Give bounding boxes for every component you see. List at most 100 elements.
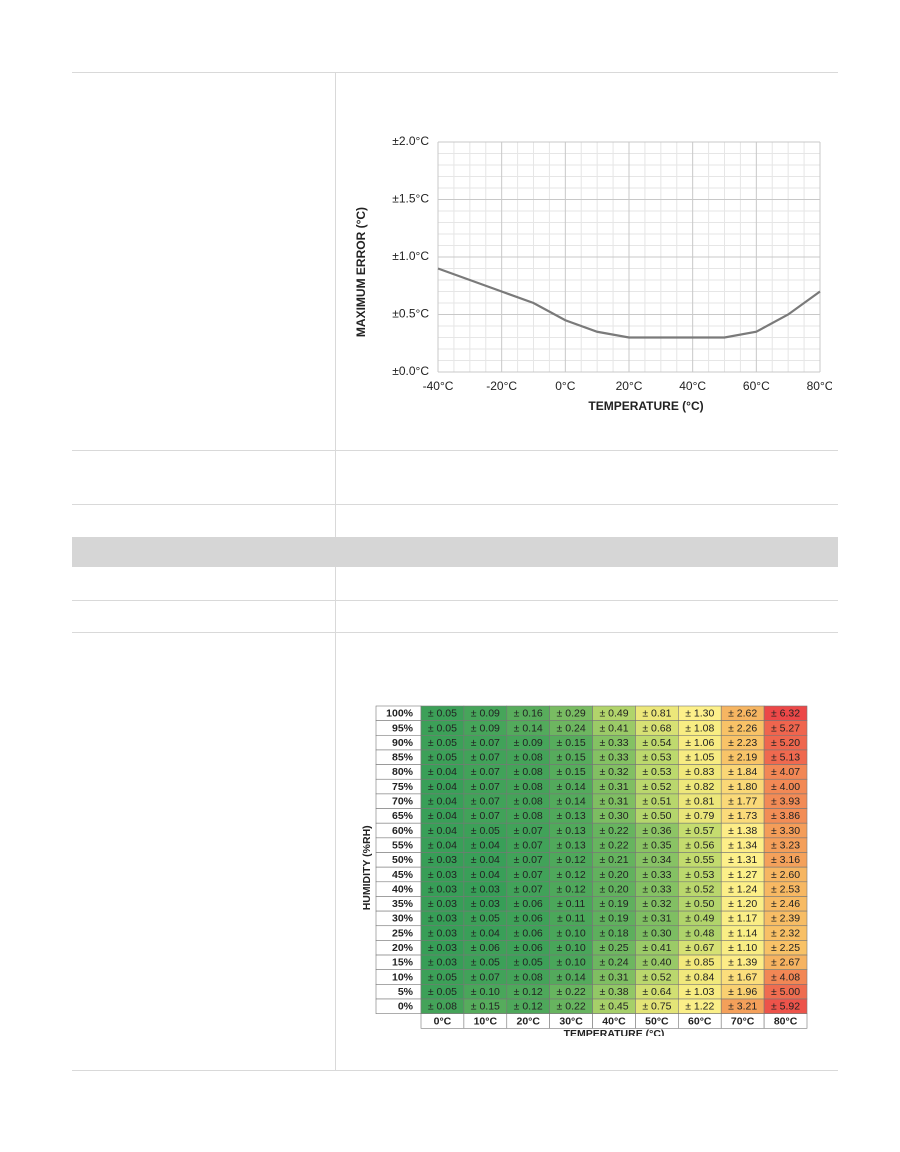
cell-label: ± 3.16 xyxy=(771,854,800,866)
cell-label: ± 0.07 xyxy=(471,796,500,808)
cell-label: ± 0.03 xyxy=(471,883,500,895)
cell-label: ± 0.08 xyxy=(514,752,543,764)
column-label: 80°C xyxy=(774,1015,798,1027)
cell-label: ± 0.05 xyxy=(471,957,500,969)
cell-label: ± 0.05 xyxy=(471,913,500,925)
cell-label: ± 0.19 xyxy=(599,898,628,910)
row-label: 20% xyxy=(392,942,414,954)
cell-label: ± 2.19 xyxy=(728,752,757,764)
cell-label: ± 0.04 xyxy=(428,825,457,837)
x-tick-label: 0°C xyxy=(555,379,575,393)
cell-label: ± 0.64 xyxy=(642,986,671,998)
cell-label: ± 2.26 xyxy=(728,722,757,734)
cell-label: ± 0.10 xyxy=(557,957,586,969)
cell-label: ± 0.05 xyxy=(428,752,457,764)
cell-label: ± 3.21 xyxy=(728,1001,757,1013)
cell-label: ± 0.41 xyxy=(642,942,671,954)
cell-label: ± 0.09 xyxy=(471,708,500,720)
cell-label: ± 0.36 xyxy=(642,825,671,837)
cell-label: ± 0.68 xyxy=(642,722,671,734)
cell-label: ± 0.22 xyxy=(599,839,628,851)
cell-label: ± 0.07 xyxy=(514,825,543,837)
cell-label: ± 0.29 xyxy=(557,708,586,720)
row-label: 55% xyxy=(392,839,414,851)
cell-label: ± 0.12 xyxy=(514,1001,543,1013)
cell-label: ± 0.04 xyxy=(428,781,457,793)
cell-label: ± 0.22 xyxy=(557,1001,586,1013)
cell-label: ± 0.07 xyxy=(471,737,500,749)
column-label: 40°C xyxy=(602,1015,626,1027)
cell-label: ± 0.04 xyxy=(428,766,457,778)
cell-label: ± 0.11 xyxy=(557,913,585,925)
cell-label: ± 0.52 xyxy=(685,883,714,895)
cell-label: ± 0.22 xyxy=(557,986,586,998)
cell-label: ± 0.05 xyxy=(471,825,500,837)
cell-label: ± 0.25 xyxy=(599,942,628,954)
cell-label: ± 2.39 xyxy=(771,913,800,925)
row-label: 25% xyxy=(392,927,414,939)
cell-label: ± 0.05 xyxy=(428,737,457,749)
cell-label: ± 0.06 xyxy=(514,898,543,910)
cell-label: ± 0.33 xyxy=(642,869,671,881)
cell-label: ± 0.31 xyxy=(599,971,628,983)
column-label: 60°C xyxy=(688,1015,712,1027)
cell-label: ± 0.07 xyxy=(471,752,500,764)
cell-label: ± 0.10 xyxy=(557,927,586,939)
cell-label: ± 0.05 xyxy=(428,708,457,720)
cell-label: ± 0.54 xyxy=(642,737,671,749)
cell-label: ± 0.14 xyxy=(557,796,586,808)
cell-label: ± 0.10 xyxy=(557,942,586,954)
cell-label: ± 0.03 xyxy=(471,898,500,910)
column-label-cell xyxy=(763,1013,808,1029)
x-tick-label: 20°C xyxy=(616,379,643,393)
cell-label: ± 2.62 xyxy=(728,708,757,720)
cell-label: ± 3.30 xyxy=(771,825,800,837)
cell-label: ± 0.09 xyxy=(471,722,500,734)
x-axis-title: TEMPERATURE (°C) xyxy=(588,399,703,413)
row-label: 90% xyxy=(392,737,414,749)
cell-label: ± 0.50 xyxy=(642,810,671,822)
x-tick-label: -20°C xyxy=(486,379,517,393)
cell-label: ± 0.32 xyxy=(642,898,671,910)
cell-label: ± 1.39 xyxy=(728,957,757,969)
cell-label: ± 0.05 xyxy=(514,957,543,969)
cell-label: ± 5.27 xyxy=(771,722,800,734)
row-label: 95% xyxy=(392,722,414,734)
x-tick-label: -40°C xyxy=(423,379,454,393)
column-label: 0°C xyxy=(434,1015,452,1027)
cell-label: ± 0.03 xyxy=(428,927,457,939)
row-label: 40% xyxy=(392,883,414,895)
data-line xyxy=(437,267,821,339)
cell-label: ± 0.12 xyxy=(514,986,543,998)
cell-label: ± 5.92 xyxy=(771,1001,800,1013)
column-label: 70°C xyxy=(731,1015,755,1027)
row-label: 60% xyxy=(392,825,414,837)
y-tick-label: ±1.0°C xyxy=(392,249,429,263)
cell-label: ± 0.07 xyxy=(471,971,500,983)
cell-label: ± 0.22 xyxy=(599,825,628,837)
cell-label: ± 0.07 xyxy=(471,810,500,822)
cell-label: ± 0.04 xyxy=(428,810,457,822)
cell-label: ± 0.03 xyxy=(428,913,457,925)
cell-label: ± 0.30 xyxy=(642,927,671,939)
cell-label: ± 3.23 xyxy=(771,839,800,851)
row-label: 50% xyxy=(392,854,414,866)
cell-label: ± 0.49 xyxy=(599,708,628,720)
cell-label: ± 0.03 xyxy=(428,957,457,969)
cell-label: ± 1.30 xyxy=(685,708,714,720)
cell-label: ± 0.40 xyxy=(642,957,671,969)
cell-label: ± 0.53 xyxy=(642,752,671,764)
cell-label: ± 0.06 xyxy=(514,942,543,954)
cell-label: ± 0.07 xyxy=(514,869,543,881)
cell-label: ± 2.23 xyxy=(728,737,757,749)
cell-label: ± 0.09 xyxy=(514,737,543,749)
cell-label: ± 0.11 xyxy=(557,898,585,910)
cell-label: ± 0.07 xyxy=(471,766,500,778)
row-label: 45% xyxy=(392,869,414,881)
section-band xyxy=(72,537,838,567)
cell-label: ± 0.81 xyxy=(642,708,671,720)
cell-label: ± 5.00 xyxy=(771,986,800,998)
cell-label: ± 1.06 xyxy=(685,737,714,749)
cell-label: ± 0.05 xyxy=(428,971,457,983)
